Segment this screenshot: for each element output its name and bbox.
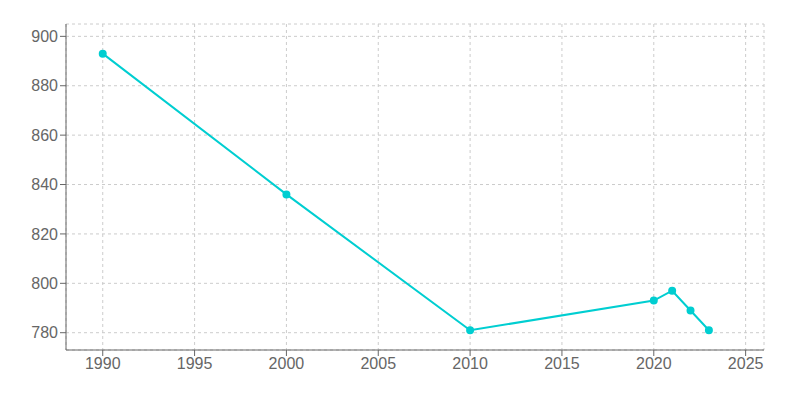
- svg-text:1995: 1995: [177, 355, 213, 372]
- svg-text:840: 840: [31, 176, 58, 193]
- svg-text:1990: 1990: [85, 355, 121, 372]
- svg-text:2010: 2010: [452, 355, 488, 372]
- svg-text:800: 800: [31, 275, 58, 292]
- svg-text:880: 880: [31, 77, 58, 94]
- svg-text:2005: 2005: [360, 355, 396, 372]
- svg-text:820: 820: [31, 226, 58, 243]
- svg-text:780: 780: [31, 324, 58, 341]
- svg-text:2020: 2020: [636, 355, 672, 372]
- svg-text:2015: 2015: [544, 355, 580, 372]
- svg-text:900: 900: [31, 28, 58, 45]
- svg-text:2000: 2000: [269, 355, 305, 372]
- svg-text:2025: 2025: [728, 355, 764, 372]
- svg-text:860: 860: [31, 127, 58, 144]
